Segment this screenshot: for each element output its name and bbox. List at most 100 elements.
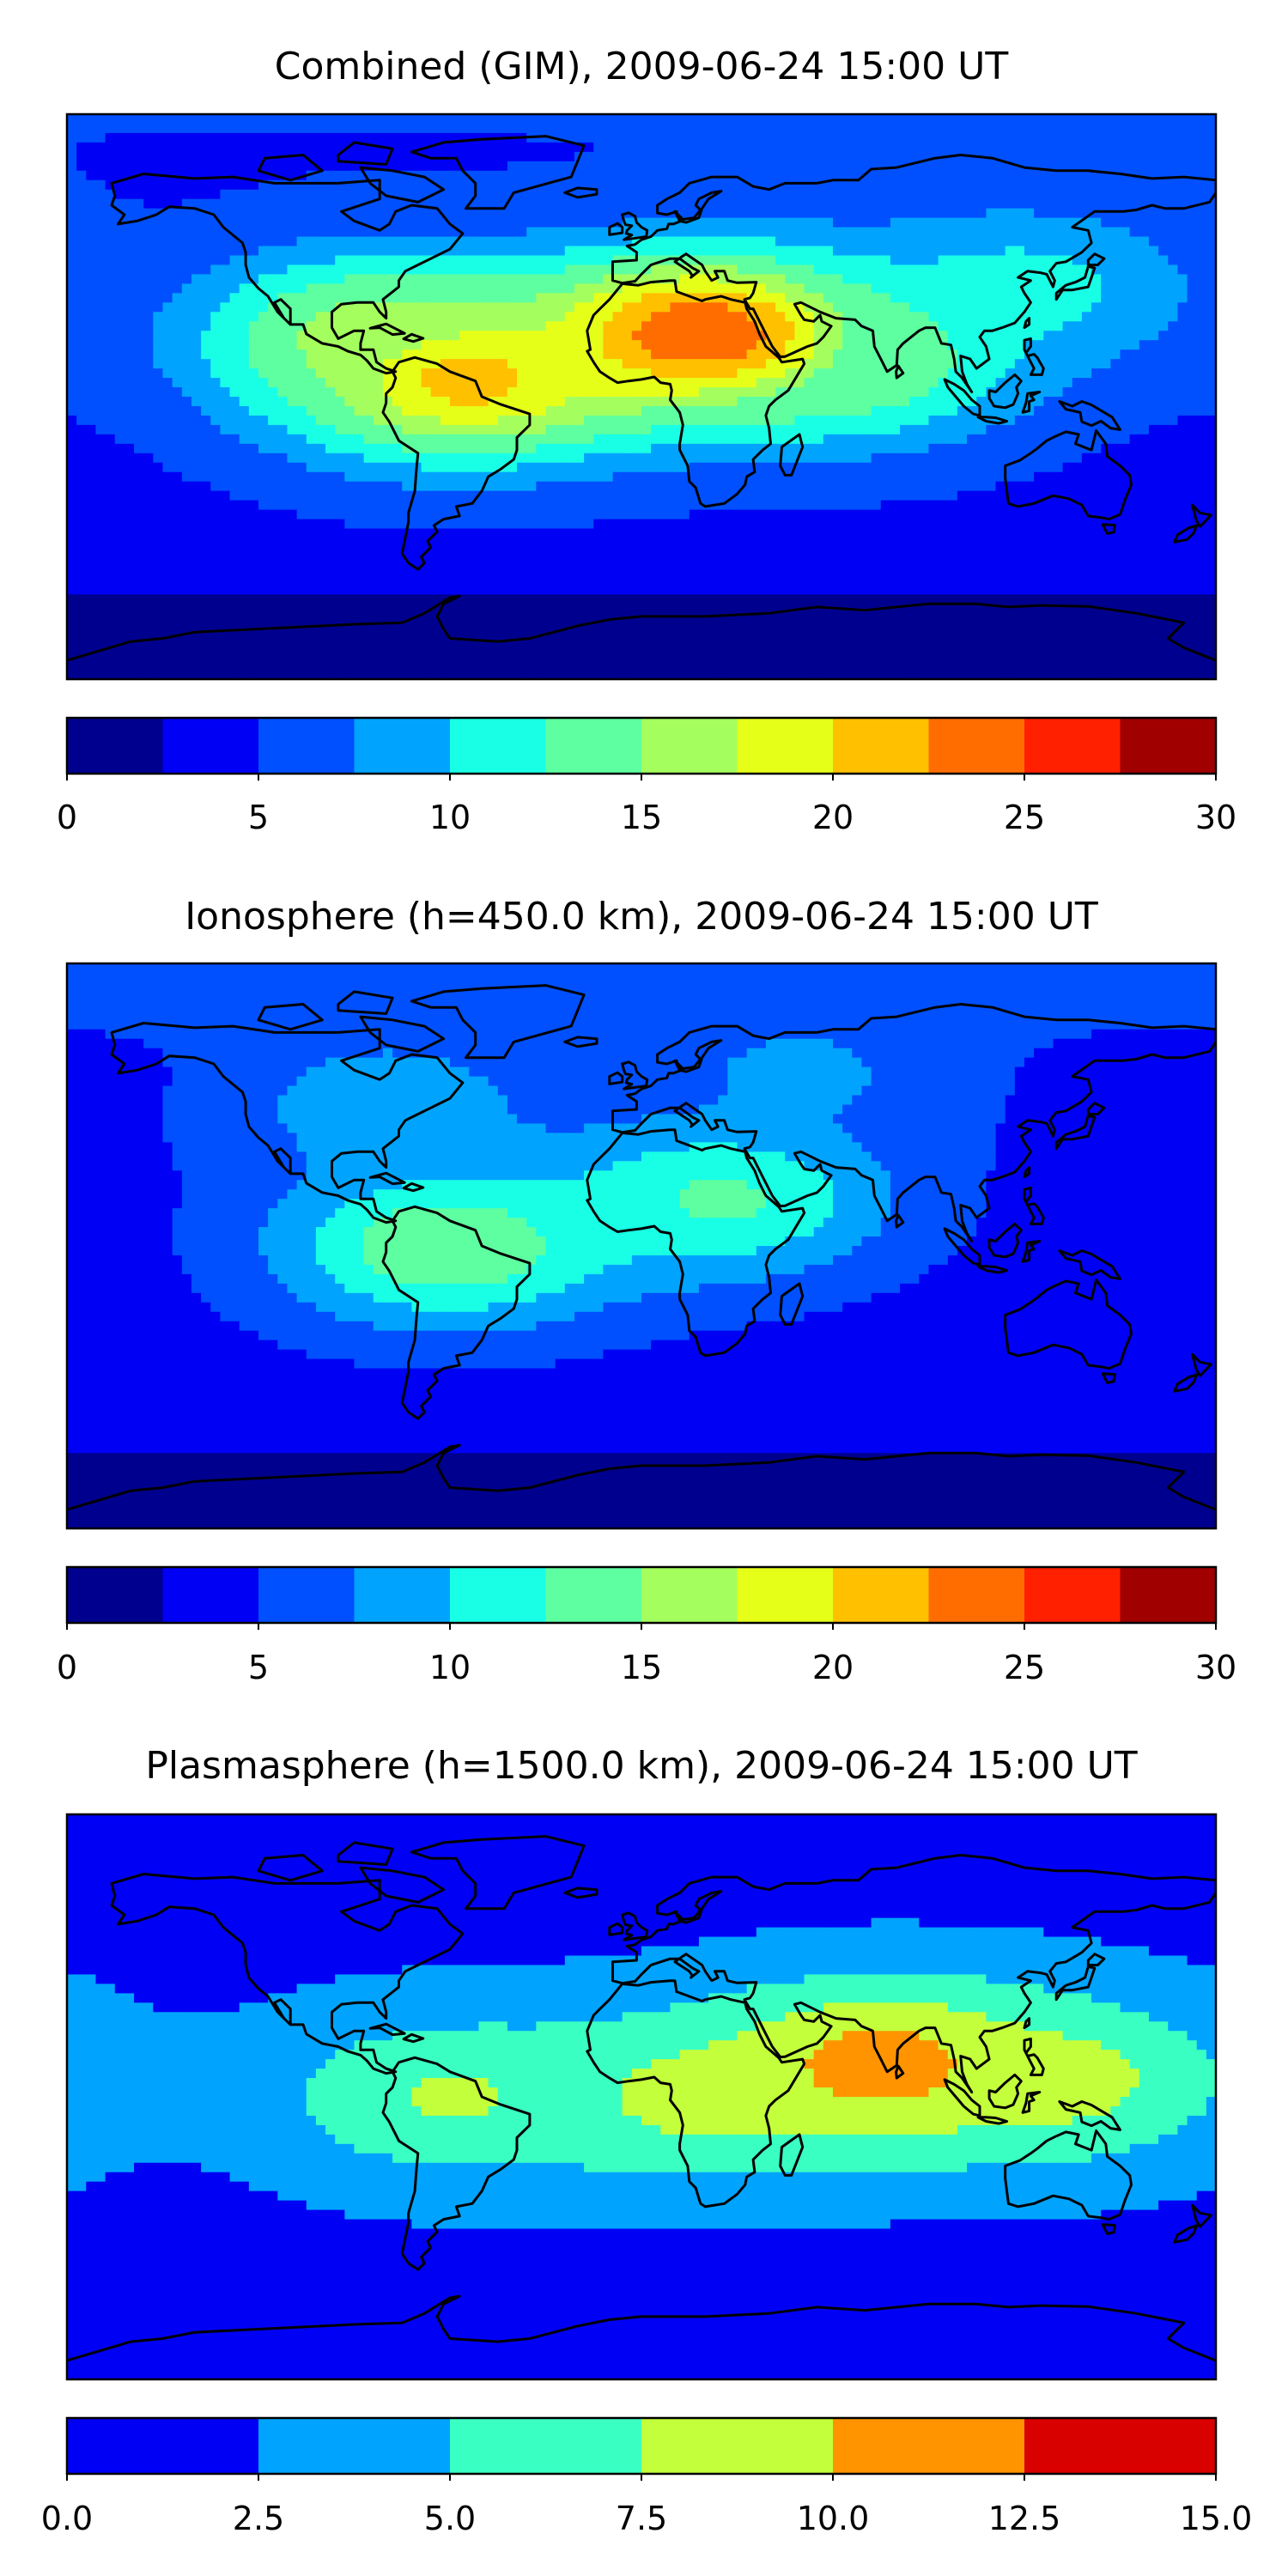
field-cell bbox=[287, 170, 298, 181]
field-cell bbox=[402, 132, 412, 143]
field-cell bbox=[153, 198, 164, 210]
field-cell bbox=[526, 208, 537, 219]
field-cell bbox=[900, 453, 910, 464]
field-cell bbox=[268, 161, 278, 172]
field-cell bbox=[450, 293, 460, 303]
field-cell bbox=[823, 368, 834, 379]
field-cell bbox=[124, 208, 135, 219]
field-cell bbox=[421, 246, 432, 257]
field-cell bbox=[967, 481, 977, 492]
field-cell bbox=[584, 217, 594, 228]
field-cell bbox=[1110, 161, 1121, 172]
field-cell bbox=[536, 471, 547, 483]
field-cell bbox=[1187, 424, 1198, 435]
field-cell bbox=[679, 387, 690, 398]
field-cell bbox=[229, 331, 240, 341]
field-cell bbox=[229, 359, 240, 369]
field-cell bbox=[67, 424, 77, 435]
field-cell bbox=[469, 255, 480, 266]
field-cell bbox=[105, 274, 116, 284]
field-cell bbox=[201, 331, 211, 341]
field-cell bbox=[114, 189, 125, 200]
field-cell bbox=[1196, 434, 1207, 445]
field-cell bbox=[210, 349, 221, 360]
field-cell bbox=[1129, 227, 1140, 238]
field-cell bbox=[1148, 236, 1159, 247]
field-cell bbox=[919, 123, 930, 134]
field-cell bbox=[718, 217, 728, 228]
field-cell bbox=[1129, 405, 1140, 416]
field-cell bbox=[296, 378, 307, 388]
field-cell bbox=[67, 114, 77, 125]
field-cell bbox=[842, 453, 853, 464]
field-cell bbox=[469, 471, 480, 483]
field-cell bbox=[124, 246, 135, 257]
field-cell bbox=[210, 123, 221, 134]
field-cell bbox=[201, 170, 211, 181]
field-cell bbox=[67, 189, 77, 200]
field-cell bbox=[1110, 302, 1121, 313]
field-cell bbox=[181, 359, 192, 369]
field-cell bbox=[296, 405, 307, 416]
field-cell bbox=[698, 462, 709, 473]
field-cell bbox=[287, 274, 298, 284]
field-cell bbox=[344, 151, 355, 162]
field-cell bbox=[900, 132, 910, 143]
field-cell bbox=[861, 198, 872, 210]
field-cell bbox=[124, 387, 135, 398]
field-cell bbox=[363, 453, 374, 464]
field-cell bbox=[287, 189, 298, 200]
field-cell bbox=[574, 208, 585, 219]
field-cell bbox=[842, 114, 853, 125]
field-cell bbox=[248, 198, 259, 210]
field-cell bbox=[947, 170, 958, 181]
field-cell bbox=[76, 424, 87, 435]
field-cell bbox=[1053, 368, 1064, 379]
field-cell bbox=[210, 142, 221, 153]
field-cell bbox=[823, 151, 834, 162]
field-cell bbox=[143, 246, 154, 257]
field-cell bbox=[813, 179, 824, 191]
field-cell bbox=[344, 189, 355, 200]
field-cell bbox=[631, 208, 642, 219]
field-cell bbox=[450, 387, 460, 398]
field-cell bbox=[229, 490, 240, 501]
field-cell bbox=[775, 161, 786, 172]
field-cell bbox=[229, 340, 240, 350]
field-cell bbox=[603, 132, 614, 143]
field-cell bbox=[469, 378, 480, 388]
field-cell bbox=[928, 424, 939, 435]
field-cell bbox=[765, 490, 776, 501]
field-cell bbox=[421, 481, 432, 492]
field-cell bbox=[670, 397, 681, 407]
field-cell bbox=[871, 405, 882, 416]
field-cell bbox=[813, 340, 824, 350]
field-cell bbox=[268, 227, 278, 238]
field-cell bbox=[1024, 236, 1035, 247]
field-cell bbox=[651, 283, 661, 294]
field-cell bbox=[813, 424, 824, 435]
field-cell bbox=[603, 170, 614, 181]
field-cell bbox=[871, 283, 882, 294]
field-cell bbox=[852, 302, 863, 313]
field-cell bbox=[967, 179, 977, 191]
field-cell bbox=[651, 179, 661, 191]
field-cell bbox=[411, 151, 422, 162]
field-cell bbox=[842, 415, 853, 426]
field-cell bbox=[76, 208, 87, 219]
field-cell bbox=[191, 378, 202, 388]
field-cell bbox=[153, 217, 164, 228]
field-cell bbox=[976, 236, 987, 247]
field-cell bbox=[201, 161, 211, 172]
field-cell bbox=[737, 123, 748, 134]
field-cell bbox=[737, 264, 748, 276]
field-cell bbox=[95, 142, 106, 153]
field-cell bbox=[976, 368, 987, 379]
field-cell bbox=[335, 359, 345, 369]
field-cell bbox=[1091, 443, 1102, 454]
field-cell bbox=[861, 255, 872, 266]
field-cell bbox=[315, 490, 326, 501]
field-cell bbox=[947, 179, 958, 191]
field-cell bbox=[622, 500, 633, 511]
field-cell bbox=[995, 179, 1006, 191]
